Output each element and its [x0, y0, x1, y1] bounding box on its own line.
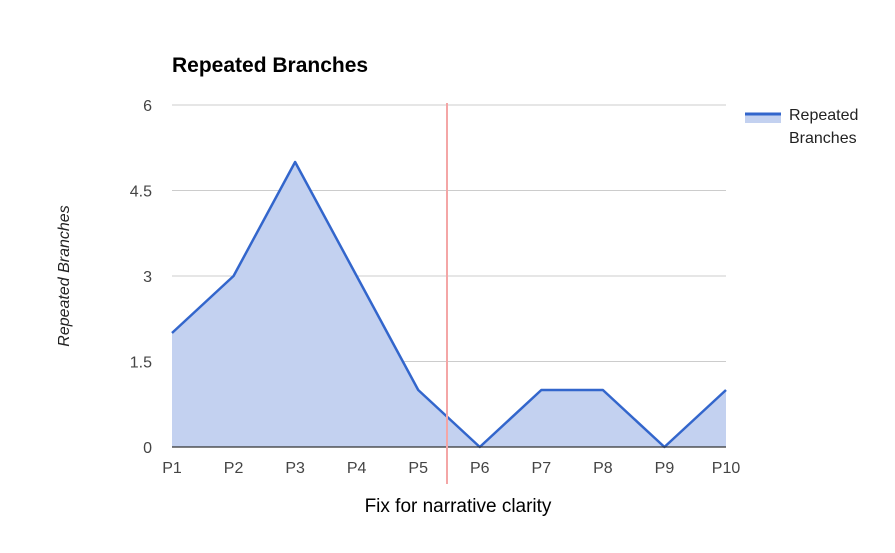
series-layer: [165, 155, 733, 449]
data-point[interactable]: [719, 383, 733, 397]
y-axis-label: Repeated Branches: [56, 205, 73, 346]
annotation-label: Fix for narrative clarity: [365, 496, 552, 517]
x-tick-label: P9: [655, 460, 675, 477]
x-tick-label: P8: [593, 460, 613, 477]
x-tick-label: P6: [470, 460, 490, 477]
y-tick-label: 4.5: [130, 184, 152, 201]
x-tick-label: P2: [224, 460, 244, 477]
chart-title: Repeated Branches: [172, 54, 368, 77]
data-point[interactable]: [596, 383, 610, 397]
legend[interactable]: Repeated Branches: [745, 107, 858, 147]
series-line: [171, 160, 727, 449]
x-tick-label: P1: [162, 460, 182, 477]
data-point[interactable]: [227, 269, 241, 283]
y-tick-label: 0: [143, 440, 152, 457]
data-point[interactable]: [411, 383, 425, 397]
legend-label: Repeated Branches: [789, 107, 858, 147]
y-tick-label: 3: [143, 269, 152, 286]
data-point[interactable]: [288, 155, 302, 169]
x-tick-label: P10: [712, 460, 741, 477]
data-point[interactable]: [534, 383, 548, 397]
x-tick-label: P4: [347, 460, 367, 477]
x-tick-labels: P1 P2 P3 P4 P5 P6 P7 P8 P9 P10: [162, 460, 740, 477]
data-point[interactable]: [350, 269, 364, 283]
x-tick-label: P3: [285, 460, 305, 477]
y-tick-label: 6: [143, 98, 152, 115]
series-area: [172, 162, 726, 447]
x-tick-label: P7: [532, 460, 552, 477]
legend-swatch-fill: [745, 114, 781, 123]
data-point[interactable]: [165, 326, 179, 340]
y-tick-labels: 0 1.5 3 4.5 6: [130, 98, 152, 457]
x-tick-label: P5: [408, 460, 428, 477]
y-tick-label: 1.5: [130, 355, 152, 372]
